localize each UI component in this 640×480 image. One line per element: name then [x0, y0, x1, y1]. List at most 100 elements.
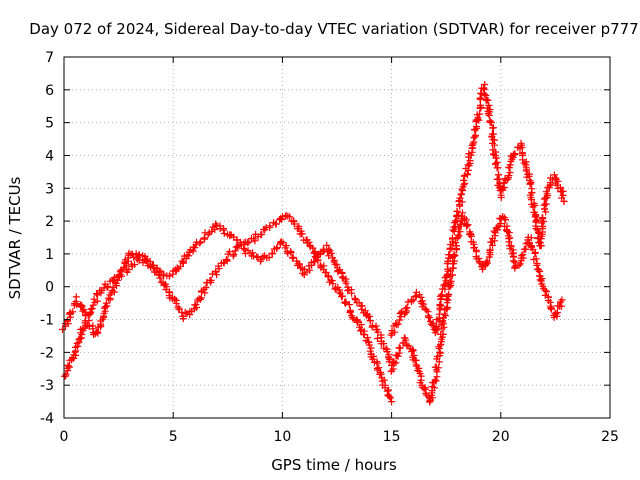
data-point-marker — [125, 266, 133, 273]
data-point-marker — [192, 301, 200, 309]
data-point-marker — [412, 361, 420, 369]
data-point-marker — [532, 225, 540, 233]
data-point-marker — [296, 260, 304, 268]
data-point-marker — [349, 315, 357, 323]
data-point-marker — [506, 234, 514, 242]
data-point-marker — [385, 392, 393, 400]
chart-title: Day 072 of 2024, Sidereal Day-to-day VTE… — [29, 20, 638, 38]
data-point-marker — [207, 276, 215, 284]
data-point-marker — [112, 279, 120, 287]
data-point-marker — [59, 326, 66, 333]
data-point-marker — [320, 247, 328, 255]
data-point-marker — [396, 344, 404, 352]
y-tick-label: 7 — [45, 50, 54, 66]
data-point-marker — [422, 306, 430, 314]
data-point-marker — [329, 280, 337, 288]
data-point-marker — [480, 90, 488, 98]
data-point-marker — [439, 330, 447, 338]
data-point-marker — [462, 216, 470, 224]
data-point-marker — [483, 257, 491, 265]
data-point-marker — [370, 352, 378, 360]
data-point-marker — [522, 161, 530, 169]
data-point-marker — [129, 250, 136, 258]
data-point-marker — [392, 359, 400, 367]
data-point-marker — [277, 238, 285, 246]
y-tick-label: -1 — [40, 313, 54, 329]
data-point-marker — [93, 297, 101, 305]
x-tick-label: 0 — [60, 429, 69, 445]
data-point-marker — [289, 254, 296, 262]
data-point-marker — [526, 180, 534, 188]
data-point-marker — [412, 292, 420, 300]
data-point-marker — [438, 291, 445, 299]
data-point-marker — [220, 230, 228, 237]
data-point-marker — [173, 264, 181, 272]
data-point-marker — [448, 271, 456, 279]
data-point-marker — [437, 302, 445, 310]
data-point-marker — [135, 251, 143, 258]
data-point-marker — [489, 139, 496, 147]
data-point-marker — [396, 310, 404, 317]
data-point-marker — [463, 222, 471, 230]
data-point-marker — [352, 296, 359, 304]
data-point-marker — [505, 172, 513, 180]
data-point-marker — [181, 308, 189, 316]
data-point-marker — [335, 288, 343, 296]
data-point-marker — [78, 331, 86, 338]
data-point-marker — [531, 201, 539, 209]
data-point-marker — [133, 255, 141, 263]
data-point-marker — [223, 257, 231, 265]
data-point-marker — [558, 302, 566, 310]
data-point-marker — [272, 220, 280, 228]
data-point-marker — [377, 370, 385, 378]
data-point-marker — [202, 284, 210, 292]
data-point-marker — [396, 316, 404, 324]
data-point-marker — [452, 217, 459, 225]
data-point-marker — [432, 324, 440, 332]
data-point-marker — [464, 171, 471, 179]
data-point-marker — [439, 317, 447, 325]
data-point-marker — [440, 281, 448, 289]
data-point-marker — [179, 315, 187, 323]
data-point-marker — [500, 179, 508, 187]
data-point-marker — [539, 214, 547, 222]
x-tick-label: 25 — [601, 429, 619, 445]
y-tick-label: -2 — [40, 345, 54, 361]
series-track-a — [59, 212, 396, 406]
data-point-marker — [266, 224, 274, 231]
data-point-marker — [110, 275, 118, 283]
data-point-marker — [420, 300, 428, 308]
data-point-marker — [366, 317, 374, 325]
data-point-marker — [201, 289, 209, 297]
data-point-marker — [452, 239, 459, 247]
data-point-marker — [388, 398, 396, 406]
data-point-marker — [451, 252, 459, 260]
data-point-marker — [408, 298, 415, 305]
data-point-marker — [516, 260, 524, 268]
data-point-marker — [540, 201, 548, 209]
x-tick-label: 15 — [383, 429, 401, 445]
data-point-marker — [455, 232, 463, 240]
data-point-marker — [461, 179, 469, 187]
data-point-marker — [482, 260, 490, 268]
data-point-marker — [375, 364, 383, 372]
data-point-marker — [114, 276, 122, 284]
data-point-marker — [497, 185, 505, 193]
data-point-marker — [348, 289, 356, 297]
data-point-marker — [327, 277, 335, 284]
x-tick-label: 20 — [492, 429, 510, 445]
series-track-b — [61, 238, 396, 380]
data-point-marker — [490, 150, 498, 158]
data-point-marker — [110, 288, 118, 296]
data-point-marker — [411, 293, 419, 300]
data-point-marker — [519, 150, 526, 158]
data-point-marker — [493, 175, 501, 183]
data-point-marker — [489, 241, 496, 249]
data-point-marker — [101, 303, 109, 311]
data-point-marker — [333, 261, 341, 269]
data-point-marker — [118, 272, 126, 280]
data-point-marker — [472, 246, 480, 254]
data-point-marker — [536, 238, 544, 246]
data-point-marker — [241, 246, 249, 254]
data-point-marker — [488, 238, 495, 246]
